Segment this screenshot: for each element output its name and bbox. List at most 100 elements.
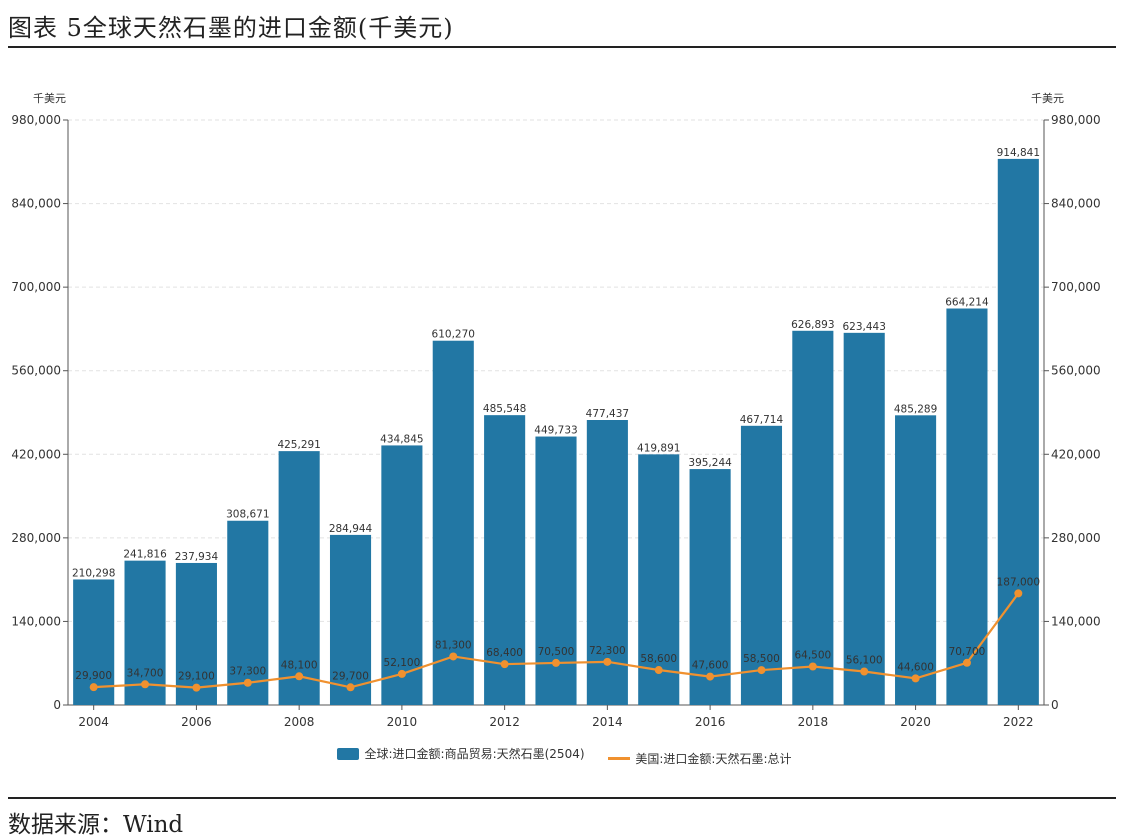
y-tick-label-left: 840,000 (11, 197, 61, 211)
y-tick-label-left: 700,000 (11, 280, 61, 294)
line-point (860, 667, 869, 676)
bar-value-label: 210,298 (72, 567, 115, 579)
line-point (295, 672, 304, 681)
bar (484, 415, 526, 705)
y-axis-right-unit: 千美元 (1031, 92, 1064, 105)
line-point (654, 666, 663, 675)
line-point (552, 658, 560, 667)
line-point (1014, 589, 1023, 598)
line-value-label: 29,900 (75, 670, 112, 682)
y-tick-label-right: 980,000 (1051, 113, 1101, 127)
bar (946, 308, 988, 705)
line-point (757, 666, 766, 675)
line-value-label: 68,400 (486, 647, 523, 659)
x-tick-label: 2016 (695, 715, 726, 729)
line-value-label: 70,700 (949, 646, 986, 658)
legend-label-global: 全球:进口金额:商品贸易:天然石墨(2504) (364, 747, 585, 761)
line-point (192, 683, 201, 692)
bar-value-label: 449,733 (534, 425, 577, 437)
bar-value-label: 395,244 (688, 457, 732, 469)
bar (227, 520, 269, 705)
bar-value-label: 284,944 (329, 523, 373, 535)
y-tick-label-left: 980,000 (11, 113, 61, 127)
line-value-label: 81,300 (435, 639, 472, 651)
bar-value-label: 610,270 (432, 329, 475, 341)
y-tick-label-right: 0 (1051, 698, 1059, 712)
y-tick-label-right: 560,000 (1051, 364, 1101, 378)
bar (997, 158, 1039, 705)
bar (278, 451, 320, 705)
bar-value-label: 237,934 (175, 551, 219, 563)
y-tick-label-right: 700,000 (1051, 280, 1101, 294)
bar-value-label: 434,845 (380, 433, 423, 445)
line-value-label: 187,000 (997, 576, 1040, 588)
legend-label-us: 美国:进口金额:天然石墨:总计 (635, 751, 792, 766)
line-value-label: 29,100 (178, 671, 215, 683)
bar (329, 534, 372, 705)
legend-item-global[interactable]: 全球:进口金额:商品贸易:天然石墨(2504) (337, 745, 585, 762)
data-source: 数据来源：Wind (8, 812, 184, 838)
line-value-label: 48,100 (281, 659, 318, 671)
y-axis-left-unit: 千美元 (33, 92, 66, 105)
line-value-label: 37,300 (229, 666, 266, 678)
line-point (449, 652, 458, 661)
y-tick-label-right: 280,000 (1051, 531, 1101, 545)
bar-value-label: 419,891 (637, 442, 680, 454)
bar-value-label: 914,841 (997, 147, 1040, 159)
x-tick-label: 2010 (387, 715, 418, 729)
line-value-label: 34,700 (127, 667, 164, 679)
x-tick-label: 2018 (798, 715, 829, 729)
line-point (603, 657, 612, 666)
x-tick-label: 2012 (489, 715, 520, 729)
bar (843, 332, 885, 705)
line-value-label: 70,500 (538, 646, 575, 658)
y-tick-label-right: 140,000 (1051, 614, 1101, 628)
bar-value-label: 623,443 (842, 321, 885, 333)
bar-value-label: 308,671 (226, 509, 269, 521)
bar (586, 419, 628, 705)
line-value-label: 58,600 (640, 653, 677, 665)
bar (432, 340, 474, 705)
bar (175, 562, 217, 705)
bar-value-label: 664,214 (945, 297, 989, 309)
line-value-label: 64,500 (794, 649, 831, 661)
y-tick-label-left: 140,000 (11, 614, 61, 628)
legend: 全球:进口金额:商品贸易:天然石墨(2504) 美国:进口金额:天然石墨:总计 (0, 745, 1129, 767)
line-value-label: 56,100 (846, 655, 883, 667)
x-tick-label: 2004 (78, 715, 109, 729)
x-tick-label: 2022 (1003, 715, 1034, 729)
bar-value-label: 477,437 (586, 408, 629, 420)
line-value-label: 72,300 (589, 645, 626, 657)
line-point (500, 660, 509, 669)
y-tick-label-right: 840,000 (1051, 197, 1101, 211)
y-tick-label-left: 0 (53, 698, 61, 712)
line-point (89, 683, 98, 692)
x-tick-label: 2014 (592, 715, 623, 729)
line-value-label: 58,500 (743, 653, 780, 665)
bar-value-label: 485,548 (483, 403, 526, 415)
x-tick-label: 2008 (284, 715, 315, 729)
bar (689, 469, 731, 705)
y-tick-label-left: 280,000 (11, 531, 61, 545)
line-point (243, 678, 252, 687)
bar (740, 425, 783, 705)
bar (895, 415, 937, 705)
line-point (141, 680, 150, 689)
line-value-label: 47,600 (692, 660, 729, 672)
line-point (706, 672, 715, 681)
bar-value-label: 467,714 (740, 414, 784, 426)
bar-value-label: 241,816 (123, 549, 167, 561)
bottom-rule (8, 797, 1116, 799)
bar-value-label: 485,289 (894, 403, 937, 415)
line-value-label: 29,700 (332, 670, 369, 682)
x-tick-label: 2020 (900, 715, 931, 729)
line-point (962, 658, 971, 667)
legend-swatch-bar (337, 747, 360, 760)
bar-value-label: 626,893 (791, 319, 834, 331)
bar (638, 454, 680, 705)
bar-value-label: 425,291 (277, 439, 320, 451)
line-point (397, 669, 406, 678)
bar (792, 330, 834, 705)
legend-item-us[interactable]: 美国:进口金额:天然石墨:总计 (608, 750, 792, 767)
